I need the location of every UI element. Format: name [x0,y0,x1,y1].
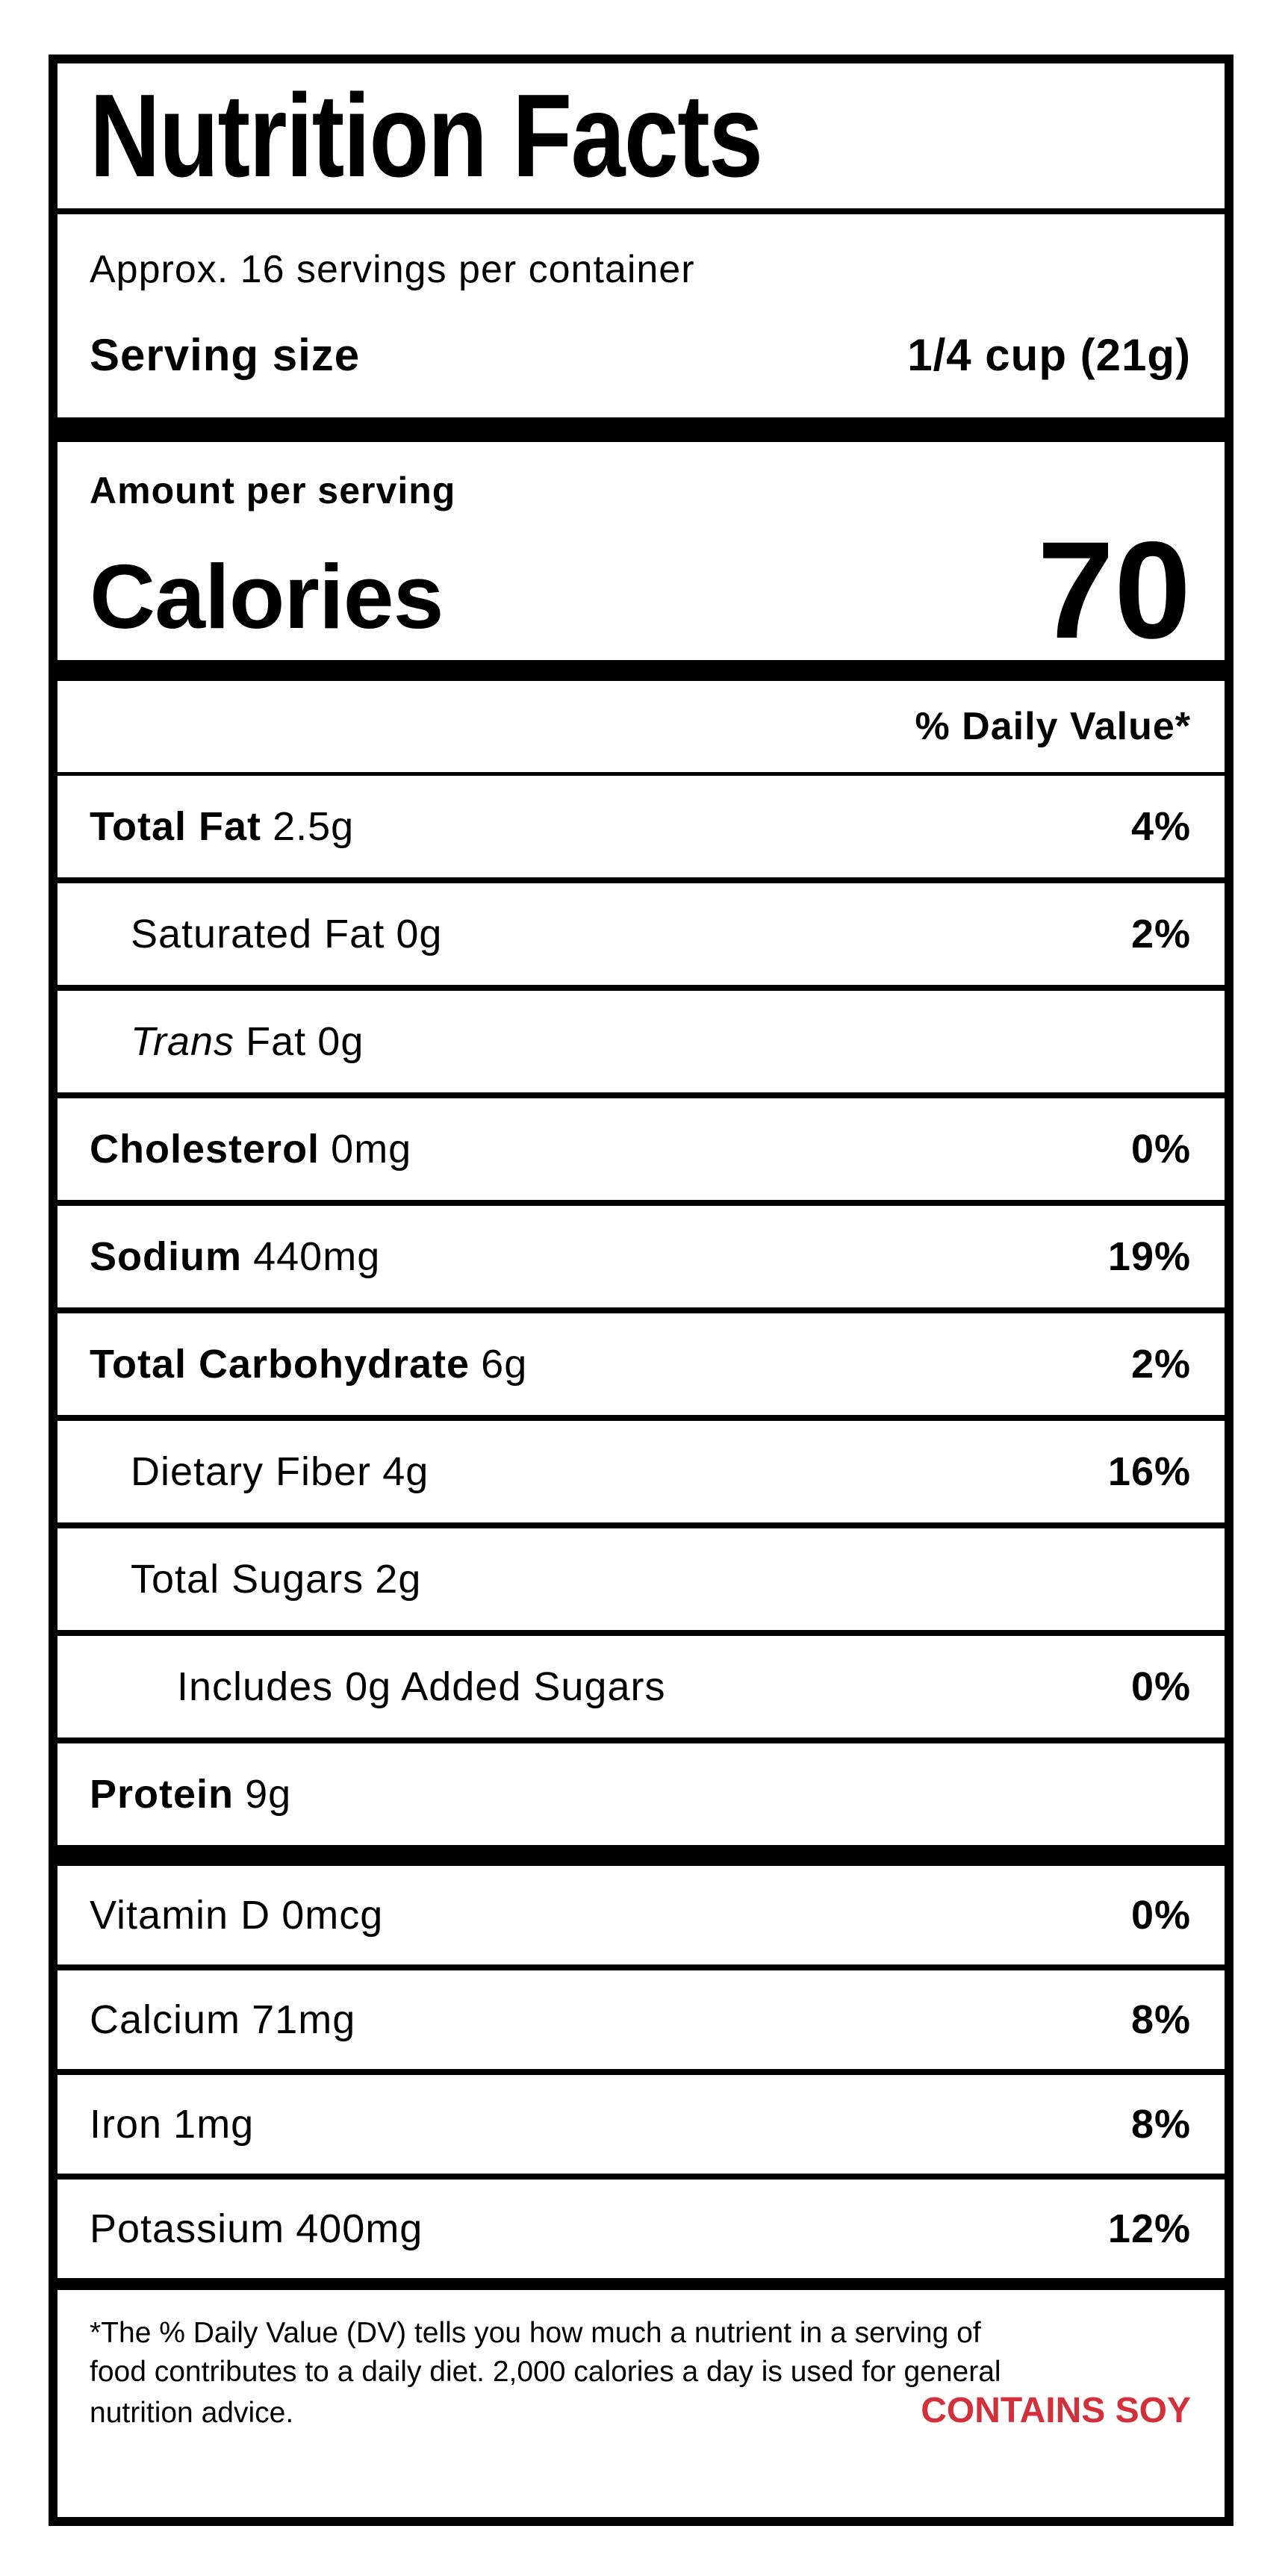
nutrient-row: Sodium 440mg 19% [57,1206,1225,1313]
nutrient-name-text: Protein [90,1772,234,1817]
nutrient-name: Sodium [90,1233,242,1280]
section-divider-bar [57,417,1225,442]
nutrient-dv: 4% [1130,804,1191,849]
nutrient-amount: 0g [317,1019,364,1064]
nutrient-row: Iron 1mg 8% [57,2075,1225,2180]
nutrient-row: Cholesterol 0mg 0% [57,1098,1225,1206]
nutrient-name-text: Iron [90,2102,163,2147]
nutrient-amount: 6g [481,1342,528,1387]
footnote: *The % Daily Value (DV) tells you how mu… [57,2290,1225,2517]
nutrient-name-text: Dietary Fiber [131,1449,372,1494]
nutrient-amount: 0mg [331,1127,412,1172]
nutrient-row: Total Fat 2.5g 4% [57,776,1225,883]
nutrient-name: Total Sugars [131,1556,364,1602]
nutrient-dv: 16% [1107,1449,1191,1494]
nutrient-dv: 19% [1107,1234,1191,1279]
nutrient-name: Protein [90,1771,234,1817]
nutrient-row: Total Sugars 2g [57,1528,1225,1636]
calories-block: Amount per serving Calories 70 [57,442,1225,660]
daily-value-header: % Daily Value* [57,681,1225,776]
nutrient-amount: 0mcg [281,1893,384,1938]
servings-block: Approx. 16 servings per container Servin… [57,214,1225,417]
nutrient-name: Includes 0g Added Sugars [177,1664,665,1710]
serving-size-label: Serving size [90,330,361,380]
nutrient-dv: 2% [1130,1342,1191,1387]
nutrient-amount: 1mg [173,2102,255,2147]
nutrient-row: Potassium 400mg 12% [57,2180,1225,2278]
nutrient-dv: 0% [1130,1664,1191,1709]
title-block: Nutrition Facts [57,63,1225,214]
nutrient-row: Total Carbohydrate 6g 2% [57,1313,1225,1421]
amount-per-serving-label: Amount per serving [90,470,456,511]
footnote-last-line: nutrition advice. CONTAINS SOY [90,2392,1191,2433]
nutrient-amount: 440mg [253,1234,381,1279]
nutrient-row: Protein 9g [57,1743,1225,1845]
section-divider-bar [57,2278,1225,2290]
nutrient-name-text: Total Fat [90,804,261,849]
serving-size-value: 1/4 cup (21g) [907,330,1191,380]
servings-per-container: Approx. 16 servings per container [90,248,695,291]
nutrient-name-text: Potassium [90,2206,285,2251]
nutrient-amount: 2g [375,1557,422,1602]
micronutrient-rows: Vitamin D 0mcg 0% Calcium 71mg 8% Iron 1mg 8% Pot… [57,1866,1225,2278]
nutrient-name: Iron [90,2101,162,2147]
nutrient-amount: 4g [382,1449,429,1494]
calories-label: Calories [90,546,444,647]
section-divider-bar [57,660,1225,681]
nutrient-name-text: Cholesterol [90,1127,320,1172]
nutrient-dv: 0% [1130,1893,1191,1938]
nutrient-dv: 2% [1130,912,1191,956]
nutrient-name-text: Total Carbohydrate [90,1342,470,1387]
nutrient-dv: 8% [1130,2102,1191,2147]
nutrition-facts-label: Nutrition Facts Approx. 16 servings per … [49,55,1233,2526]
nutrient-row: Saturated Fat 0g 2% [57,883,1225,991]
nutrient-name: Potassium [90,2206,284,2252]
nutrient-name: Saturated Fat [131,911,385,957]
nutrient-row: Vitamin D 0mcg 0% [57,1866,1225,1970]
nutrient-dv: 12% [1107,2206,1191,2251]
nutrient-name: Calcium [90,1997,240,2043]
nutrient-name-text: Total Sugars [131,1557,364,1602]
footnote-line: nutrition advice. [90,2397,294,2429]
label-title: Nutrition Facts [90,69,763,202]
serving-size-row: Serving size 1/4 cup (21g) [90,329,1191,381]
nutrient-name-text: Vitamin D [90,1893,271,1938]
nutrient-row: Dietary Fiber 4g 16% [57,1421,1225,1528]
nutrient-name-text: Sodium [90,1234,242,1279]
footnote-line: *The % Daily Value (DV) tells you how mu… [90,2317,981,2349]
nutrient-amount: 9g [245,1772,292,1817]
nutrient-dv: 8% [1130,1997,1191,2042]
nutrient-amount: 2.5g [273,804,355,849]
nutrient-name-text: Saturated Fat [131,912,385,956]
nutrient-name-text: Fat [246,1019,307,1064]
nutrient-row: Trans Fat 0g [57,991,1225,1098]
allergen-warning: CONTAINS SOY [921,2391,1191,2430]
nutrient-name-text: Includes 0g Added Sugars [177,1664,666,1709]
nutrient-name-text: Calcium [90,1997,241,2042]
nutrient-amount: 400mg [296,2206,423,2251]
nutrient-row: Includes 0g Added Sugars 0% [57,1636,1225,1743]
nutrient-name-italic: Trans [131,1019,235,1064]
footnote-line: food contributes to a daily diet. 2,000 … [90,2356,1001,2388]
nutrient-name: Cholesterol [90,1126,320,1172]
nutrient-name: Total Fat [90,803,261,850]
nutrient-name: Trans Fat [131,1018,306,1065]
nutrient-row: Calcium 71mg 8% [57,1970,1225,2075]
nutrient-amount: 71mg [252,1997,356,2042]
nutrient-name: Total Carbohydrate [90,1341,470,1387]
nutrient-name: Vitamin D [90,1892,270,1938]
nutrient-rows: Total Fat 2.5g 4% Saturated Fat 0g 2% Trans Fat… [57,776,1225,1845]
calories-value: 70 [1037,514,1191,668]
nutrient-name: Dietary Fiber [131,1449,371,1495]
section-divider-bar [57,1845,1225,1866]
nutrient-amount: 0g [396,912,443,956]
nutrient-dv: 0% [1130,1127,1191,1172]
